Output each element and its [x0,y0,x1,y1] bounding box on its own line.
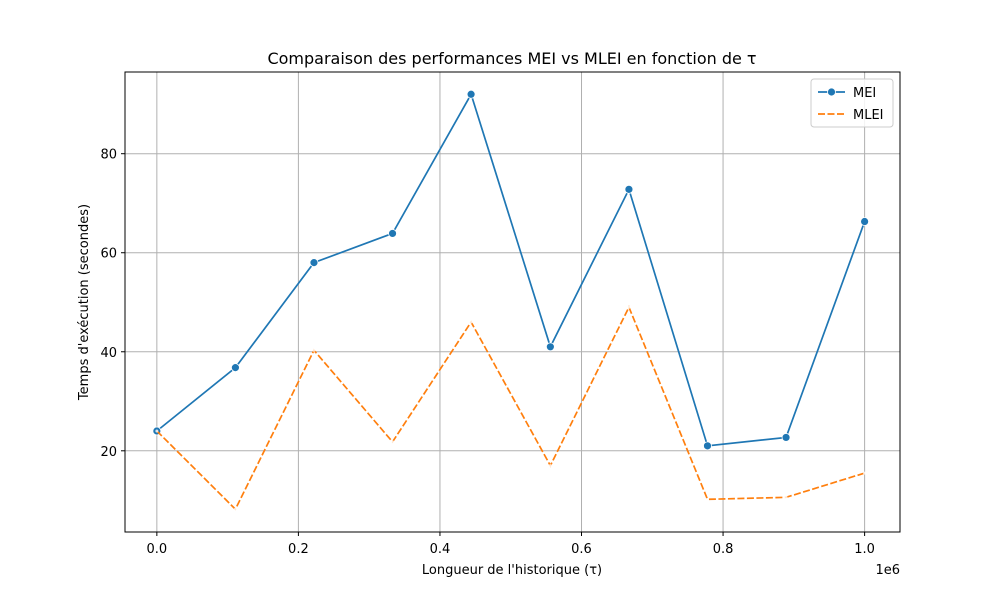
data-point-mlei [863,471,867,475]
plot-area-frame [124,71,901,533]
y-tick-label: 80 [100,148,117,163]
data-point-mei [624,184,634,194]
y-tick-label: 40 [100,346,117,361]
data-point-mlei [233,507,237,511]
data-point-mlei [312,348,316,352]
data-point-mlei [391,440,395,444]
legend: MEI MLEI [810,78,894,128]
x-tick-label: 0.8 [713,542,734,557]
x-tick-label: 0.6 [571,542,592,557]
legend-label-mei: MEI [853,86,876,101]
legend-marker-mei [827,87,836,97]
series-layer [152,89,870,511]
x-tick-label: 1.0 [854,542,875,557]
x-axis-offset-label: 1e6 [875,563,900,578]
data-point-mei [388,229,397,238]
series-line-mei [156,92,866,447]
series-line-mlei [156,305,865,511]
axis-layer: 0.0 0.2 0.4 0.6 0.8 1.0 20 40 60 80 [100,148,875,557]
y-tick-label: 60 [100,247,117,262]
data-point-mei [545,342,555,352]
data-point-mlei [469,320,473,324]
data-point-mlei [784,495,788,499]
x-tick-label: 0.2 [288,542,309,557]
y-axis-title: Temps d'exécution (secondes) [77,204,92,401]
x-axis-title: Longueur de l'historique (τ) [422,563,602,578]
data-point-mlei [627,305,631,309]
data-point-mei [231,363,240,373]
chart-title: Comparaison des performances MEI vs MLEI… [267,49,756,68]
data-point-mei [466,89,476,99]
legend-label-mlei: MLEI [853,108,884,123]
data-point-mei [781,433,791,442]
data-point-mei [309,258,319,268]
x-tick-label: 0.0 [147,542,168,557]
x-tick-label: 0.4 [430,542,451,557]
data-point-mlei [705,497,709,501]
data-point-mei [860,217,870,226]
y-tick-label: 20 [100,445,117,460]
data-point-mlei [548,464,552,468]
data-point-mlei [155,429,159,433]
data-point-mei [703,441,712,451]
